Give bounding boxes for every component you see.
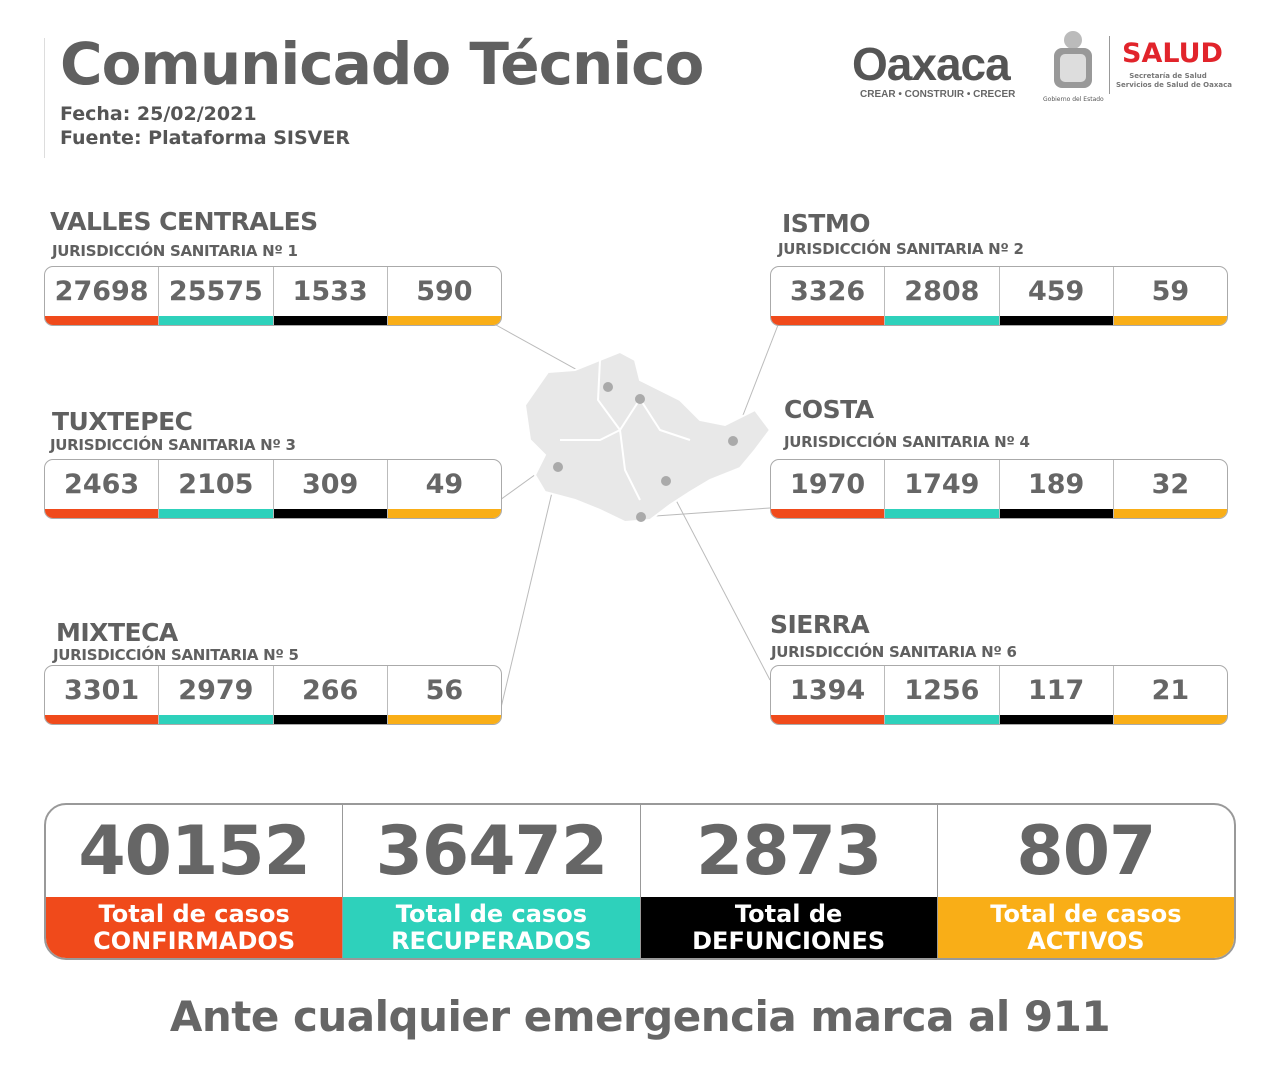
oaxaca-tagline: CREAR • CONSTRUIR • CRECER — [860, 89, 1016, 100]
total-label: Total de — [734, 899, 843, 928]
confirmed-value: 1970 — [790, 469, 866, 500]
region-jurisdiction: JURISDICCIÓN SANITARIA Nº 6 — [771, 643, 1017, 661]
salud-line2: Servicios de Salud de Oaxaca — [1116, 81, 1232, 89]
total-confirmed: 40152 Total de casos CONFIRMADOS — [46, 805, 344, 958]
total-label: ACTIVOS — [1027, 926, 1145, 955]
oaxaca-map — [495, 324, 779, 713]
total-value: 36472 — [375, 811, 609, 891]
region-name: COSTA — [784, 395, 874, 424]
page-title: Comunicado Técnico — [60, 30, 704, 98]
active-value: 56 — [425, 675, 464, 706]
deaths-value: 1533 — [292, 276, 368, 307]
total-deaths: 2873 Total de DEFUNCIONES — [640, 805, 938, 958]
recovered-value: 2105 — [178, 469, 254, 500]
region-name: SIERRA — [770, 610, 870, 639]
salud-logo: SALUD — [1122, 38, 1223, 69]
seal-caption: Gobierno del Estado — [1043, 96, 1104, 103]
deaths-value: 309 — [301, 469, 359, 500]
confirmed-value: 3326 — [790, 276, 866, 307]
region-jurisdiction: JURISDICCIÓN SANITARIA Nº 4 — [784, 433, 1030, 451]
total-value: 40152 — [78, 811, 311, 891]
total-label: Total de casos — [395, 899, 587, 928]
region-jurisdiction: JURISDICCIÓN SANITARIA Nº 1 — [52, 242, 298, 260]
confirmed-value: 3301 — [64, 675, 140, 706]
region-jurisdiction: JURISDICCIÓN SANITARIA Nº 3 — [50, 436, 296, 454]
total-value: 2873 — [695, 811, 882, 891]
active-value: 59 — [1151, 276, 1190, 307]
total-label: Total de casos — [98, 899, 290, 928]
active-value: 49 — [425, 469, 464, 500]
state-seal-icon — [1054, 31, 1092, 88]
region-name: ISTMO — [782, 209, 871, 238]
region-stats-costa: 1970 1749 189 32 — [770, 459, 1228, 519]
region-stats-istmo: 3326 2808 459 59 — [770, 266, 1228, 326]
active-value: 21 — [1151, 675, 1190, 706]
divider — [1109, 36, 1110, 94]
recovered-value: 2979 — [178, 675, 254, 706]
total-label: Total de casos — [990, 899, 1182, 928]
region-stats-tuxtepec: 2463 2105 309 49 — [44, 459, 502, 519]
deaths-value: 117 — [1027, 675, 1085, 706]
active-value: 590 — [416, 276, 473, 307]
region-jurisdiction: JURISDICCIÓN SANITARIA Nº 5 — [53, 646, 299, 664]
region-stats-sierra: 1394 1256 117 21 — [770, 665, 1228, 725]
deaths-value: 266 — [301, 675, 359, 706]
total-label: DEFUNCIONES — [692, 926, 886, 955]
region-stats-valles-centrales: 27698 25575 1533 590 — [44, 266, 502, 326]
region-name: VALLES CENTRALES — [50, 207, 318, 236]
region-stats-mixteca: 3301 2979 266 56 — [44, 665, 502, 725]
total-label: RECUPERADOS — [391, 926, 592, 955]
recovered-value: 25575 — [168, 276, 263, 307]
recovered-value: 1749 — [904, 469, 980, 500]
total-active: 807 Total de casos ACTIVOS — [937, 805, 1234, 958]
confirmed-value: 2463 — [64, 469, 140, 500]
deaths-value: 189 — [1027, 469, 1085, 500]
region-name: TUXTEPEC — [52, 407, 193, 436]
region-jurisdiction: JURISDICCIÓN SANITARIA Nº 2 — [778, 240, 1024, 258]
confirmed-value: 1394 — [790, 675, 866, 706]
date: Fecha: 25/02/2021 — [60, 103, 257, 125]
total-label: CONFIRMADOS — [93, 926, 296, 955]
source: Fuente: Plataforma SISVER — [60, 127, 350, 149]
totals-panel: 40152 Total de casos CONFIRMADOS 36472 To… — [44, 803, 1236, 960]
total-value: 807 — [1016, 811, 1156, 891]
active-value: 32 — [1151, 469, 1190, 500]
region-name: MIXTECA — [56, 618, 178, 647]
oaxaca-state-shape — [523, 350, 772, 524]
oaxaca-logo: Oaxaca — [852, 38, 1011, 90]
salud-line1: Secretaría de Salud — [1129, 72, 1207, 80]
emergency-footer: Ante cualquier emergencia marca al 911 — [169, 992, 1111, 1041]
deaths-value: 459 — [1027, 276, 1085, 307]
confirmed-value: 27698 — [54, 276, 149, 307]
recovered-value: 2808 — [904, 276, 980, 307]
recovered-value: 1256 — [904, 675, 980, 706]
divider — [44, 38, 45, 158]
total-recovered: 36472 Total de casos RECUPERADOS — [343, 805, 641, 958]
